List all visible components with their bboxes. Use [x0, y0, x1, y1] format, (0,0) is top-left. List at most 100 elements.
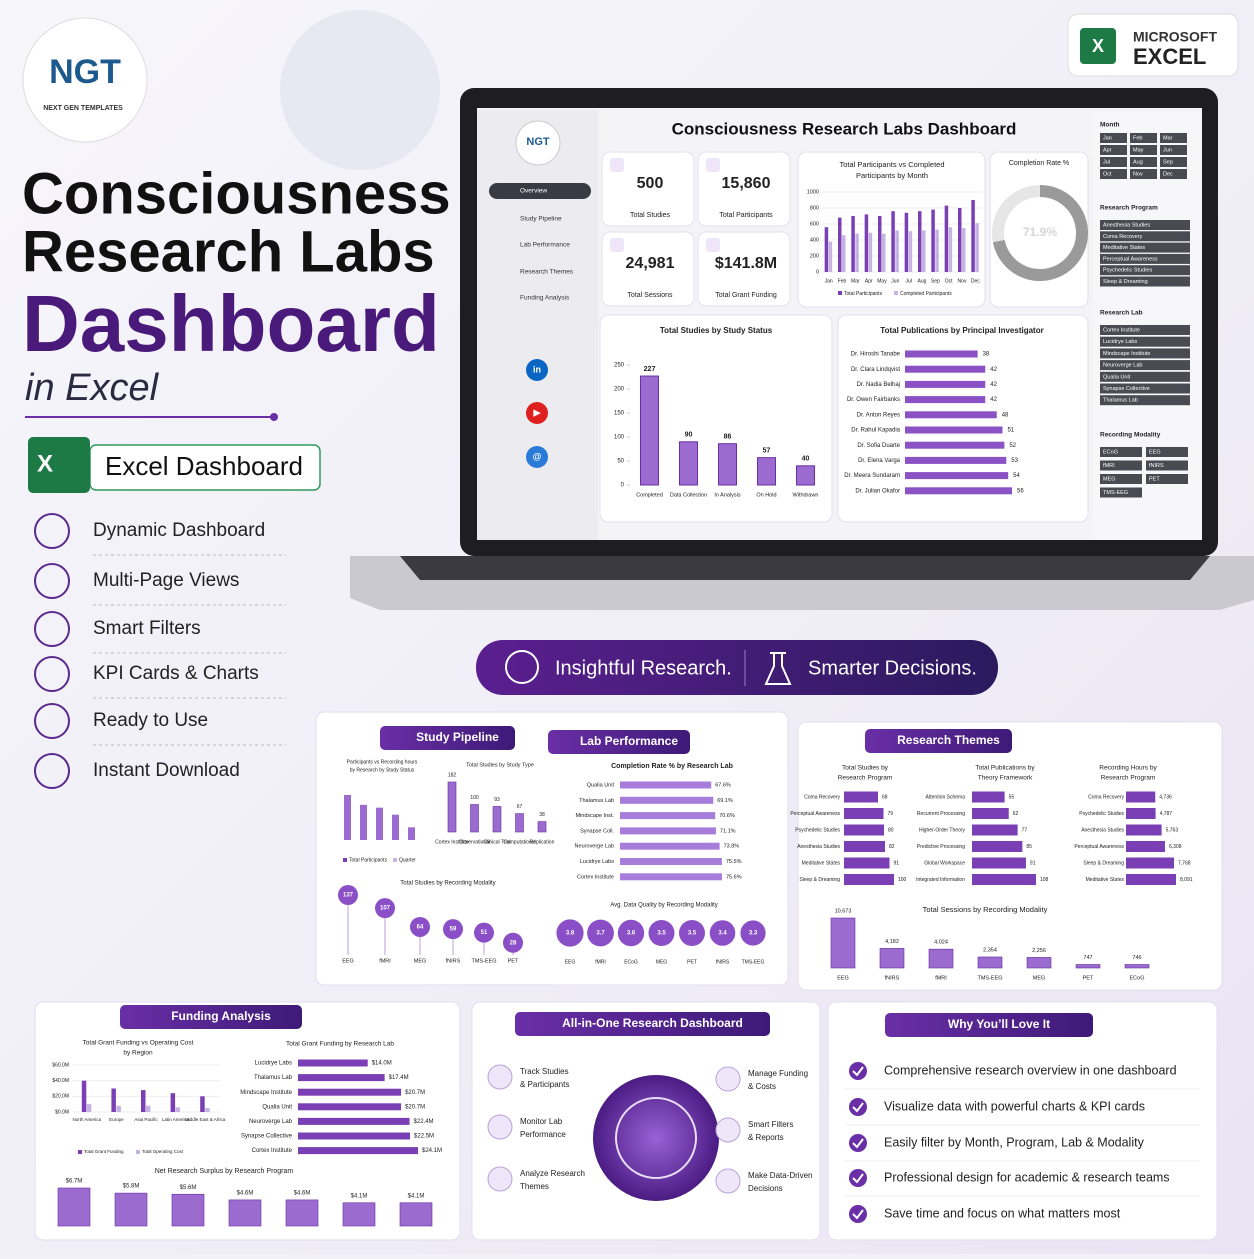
slicer-item[interactable] [1146, 474, 1188, 484]
slicer-item[interactable] [1160, 157, 1187, 167]
kpi-card [601, 231, 695, 307]
legend-label: Total Participants [844, 291, 883, 297]
data-label: 42 [990, 367, 997, 373]
slicer-item[interactable] [1100, 253, 1190, 264]
y-tick-label: $40.0M [52, 1078, 69, 1084]
slicer-item[interactable] [1130, 169, 1157, 179]
benefit-text: Professional design for academic & resea… [884, 1170, 1170, 1184]
bar [972, 874, 1036, 885]
check-icon [849, 1062, 867, 1080]
feature-text: Track Studies [520, 1067, 569, 1076]
y-tick-label: 150 [614, 411, 625, 417]
banner-text: Insightful Research. [555, 657, 732, 679]
social-label: ▶ [533, 407, 542, 417]
slicer-item-label: Oct [1103, 171, 1112, 177]
slicer-item[interactable] [1146, 447, 1188, 457]
slicer-item[interactable] [1130, 133, 1157, 143]
slicer-item[interactable] [1100, 133, 1127, 143]
data-label: 3.5 [657, 931, 666, 937]
bar [1126, 841, 1165, 852]
slicer-item[interactable] [1100, 242, 1190, 253]
x-tick-label: ECoG [624, 959, 638, 965]
data-label: 4,787 [1160, 811, 1173, 817]
feature-text: KPI Cards & Charts [93, 663, 259, 684]
feature-text: & Costs [748, 1082, 776, 1091]
slicer-item[interactable] [1160, 133, 1187, 143]
bar [905, 441, 1005, 449]
slicer-item[interactable] [1100, 336, 1190, 347]
x-tick-label: Clinical Trial [484, 839, 511, 845]
slicer-item-label: Perceptual Awareness [1103, 256, 1158, 262]
slicer-item[interactable] [1100, 276, 1190, 287]
slicer-item-label: Sep [1163, 159, 1173, 165]
slicer-item[interactable] [1100, 348, 1190, 359]
slicer-item[interactable] [1130, 145, 1157, 155]
bar [977, 956, 1003, 969]
legend-label: Total Grant Funding [84, 1149, 124, 1154]
data-label: 53 [1011, 458, 1018, 464]
dash-logo-text: NGT [526, 136, 550, 148]
excel-icon [1080, 28, 1116, 64]
slicer-item[interactable] [1100, 265, 1190, 276]
x-tick-label: In Analysis [714, 492, 741, 498]
bar [905, 365, 986, 373]
y-tick-label: 100 [614, 435, 625, 441]
benefit-text: Easily filter by Month, Program, Lab & M… [884, 1135, 1145, 1149]
x-tick-label: fNIRS [885, 975, 900, 981]
slicer-item[interactable] [1100, 460, 1142, 471]
data-label: $14.0M [372, 1061, 392, 1067]
feature-text: Themes [520, 1182, 549, 1191]
x-tick-label: Replication [530, 839, 555, 845]
slicer-item[interactable] [1100, 395, 1190, 406]
y-category-label: Predictive Processing [917, 844, 965, 850]
data-label: 75.5% [726, 859, 742, 865]
slicer-item[interactable] [1100, 383, 1190, 394]
y-tick-label: 200 [614, 387, 625, 393]
y-category-label: Mindscape Institute [240, 1090, 292, 1096]
slicer-item[interactable] [1100, 169, 1127, 179]
feature-text: Analyze Research [520, 1169, 585, 1178]
slicer-item[interactable] [1100, 145, 1127, 155]
social-label: @ [533, 451, 542, 461]
bar [718, 443, 737, 486]
slicer-item[interactable] [1160, 169, 1187, 179]
slicer-item[interactable] [1100, 447, 1142, 457]
slicer-item[interactable] [1100, 157, 1127, 167]
slicer-item[interactable] [1100, 220, 1190, 230]
slicer-item[interactable] [1100, 360, 1190, 371]
x-tick-label: North America [73, 1117, 102, 1122]
x-tick-label: Oct [945, 278, 953, 284]
slicer-item[interactable] [1146, 460, 1188, 471]
bar [141, 1090, 146, 1112]
bar [905, 456, 1007, 464]
quality-badge [617, 919, 645, 947]
bar [864, 214, 869, 272]
lollipop-head [503, 932, 523, 953]
slicer-item[interactable] [1100, 487, 1142, 498]
donut-label: 71.9% [1023, 225, 1057, 239]
data-label: 8,091 [1180, 877, 1193, 883]
nav-active [489, 183, 591, 199]
slicer-item[interactable] [1100, 371, 1190, 382]
bar [972, 857, 1026, 869]
chart-card [837, 314, 1089, 523]
data-label: 4,736 [1159, 794, 1172, 800]
slicer-item[interactable] [1100, 474, 1142, 484]
slicer-item-label: Qualia Unit [1103, 374, 1131, 380]
data-label: 55 [1009, 794, 1015, 800]
slicer-item[interactable] [1100, 325, 1190, 335]
slicer-item[interactable] [1130, 157, 1157, 167]
y-category-label: Anesthesia Studies [797, 844, 840, 850]
data-label: 2,256 [1032, 948, 1046, 954]
check-mark [852, 1138, 864, 1149]
data-label: 40 [802, 456, 810, 463]
laptop-keyboard [400, 556, 1210, 580]
data-label: $20.7M [405, 1090, 425, 1096]
bar [844, 841, 885, 852]
slicer-item[interactable] [1100, 231, 1190, 242]
slicer-item[interactable] [1160, 145, 1187, 155]
x-tick-label: Middle East & Africa [185, 1117, 226, 1122]
bar [298, 1074, 385, 1082]
x-tick-label: Cortex Institute [435, 839, 469, 845]
y-category-label: Recurrent Processing [917, 811, 965, 817]
